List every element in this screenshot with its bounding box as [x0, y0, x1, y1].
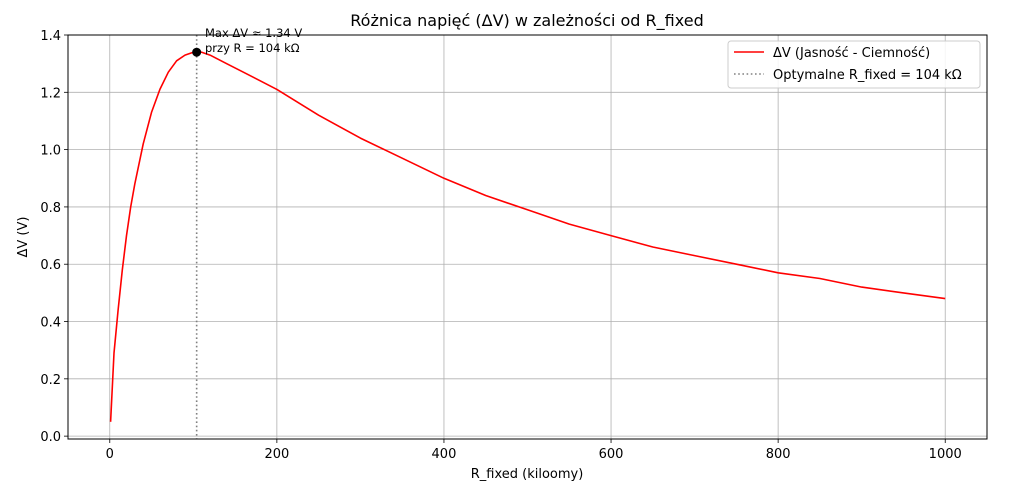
y-axis-label: ΔV (V): [16, 217, 31, 258]
x-axis-label: R_fixed (kiloomy): [471, 467, 584, 482]
legend-label-optimal: Optymalne R_fixed = 104 kΩ: [773, 68, 962, 83]
y-tick-label: 0.2: [40, 373, 61, 388]
y-tick-label: 0.8: [40, 201, 61, 216]
dv-series-line: [109, 51, 946, 422]
annotation-line-1: Max ΔV ≈ 1.34 V: [205, 26, 302, 40]
x-tick-label: 0: [106, 447, 114, 462]
x-tick-label: 200: [264, 447, 289, 462]
y-tick-label: 1.4: [40, 29, 61, 44]
x-tick-label: 600: [599, 447, 624, 462]
plot-series: [109, 35, 946, 439]
axis-ticks: 0 200 400 600 800 1000 0.0 0.2 0.4 0.6 0.8 1.0 1.2 1.…: [40, 29, 961, 462]
chart-title: Różnica napięć (ΔV) w zależności od R_fi…: [350, 11, 703, 31]
y-tick-label: 0.6: [40, 258, 61, 273]
x-tick-label: 400: [432, 447, 457, 462]
x-tick-label: 800: [766, 447, 791, 462]
y-tick-label: 0.4: [40, 316, 61, 331]
max-point-marker: [192, 47, 202, 57]
legend: ΔV (Jasność - Ciemność) Optymalne R_fixe…: [727, 40, 981, 89]
annotation-line-2: przy R = 104 kΩ: [205, 41, 300, 55]
y-tick-label: 1.0: [40, 144, 61, 159]
legend-box: [727, 40, 981, 89]
x-tick-label: 1000: [929, 447, 962, 462]
legend-label-dv: ΔV (Jasność - Ciemność): [773, 46, 930, 61]
y-tick-label: 1.2: [40, 86, 61, 101]
y-tick-label: 0.0: [40, 430, 61, 445]
plot-frame: [67, 34, 988, 440]
